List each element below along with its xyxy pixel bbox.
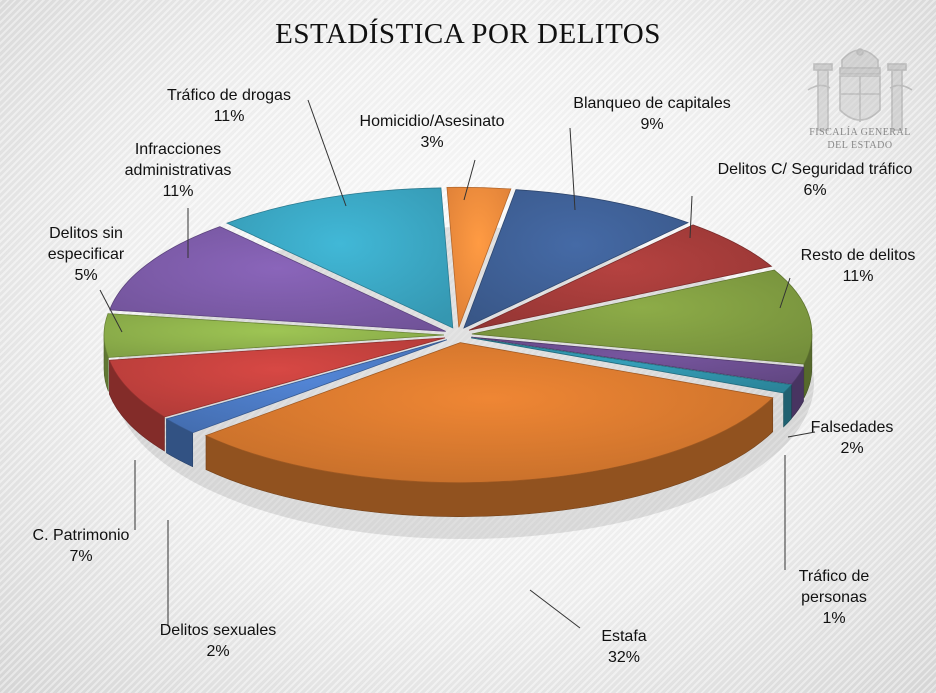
- slice-label-name: C. Patrimonio: [32, 527, 130, 544]
- slice-label-percent: 1%: [822, 609, 846, 627]
- logo-text: FISCALÍA GENERAL DEL ESTADO: [796, 126, 924, 152]
- slice-label-name: Tráfico de drogas: [167, 87, 291, 104]
- logo-line-1: FISCALÍA GENERAL: [809, 127, 911, 138]
- leader-line: [569, 127, 576, 211]
- slice-label-name: Delitos C/ Seguridad tráfico: [717, 161, 913, 178]
- pie-slice: [468, 224, 773, 331]
- pie-slice: [165, 339, 448, 434]
- slice-label: Falsedades 2%: [792, 417, 912, 459]
- leader-line: [99, 289, 123, 333]
- leader-line: [307, 99, 347, 207]
- slice-label-percent: 6%: [803, 182, 827, 199]
- slice-label: Tráfico de drogas 11%: [139, 85, 319, 127]
- slice-label-name: Resto de delitos: [800, 247, 916, 264]
- slice-label: C. Patrimonio 7%: [6, 525, 156, 567]
- pie-slice: [204, 342, 774, 483]
- pie-slice: [471, 336, 805, 385]
- slice-label-name: Falsedades: [810, 419, 894, 436]
- slice-label-percent: 9%: [640, 116, 664, 133]
- slice-label-name: Blanqueo de capitales: [573, 95, 731, 112]
- slice-label-percent: 11%: [162, 182, 194, 200]
- slice-label-percent: 2%: [206, 643, 230, 660]
- slice-label-percent: 11%: [842, 268, 874, 285]
- pie-slice: [471, 269, 813, 365]
- slice-label: Estafa 32%: [574, 626, 674, 668]
- slice-label: Delitos sexuales 2%: [128, 620, 308, 662]
- slice-label-percent: 7%: [69, 548, 93, 565]
- slice-label-name: Delitos sin especificar: [47, 224, 125, 263]
- leader-line: [787, 431, 816, 438]
- slice-label: Infracciones administrativas 11%: [88, 139, 268, 202]
- pie-slice: [463, 189, 689, 329]
- pie-slice: [108, 337, 446, 418]
- slice-label: Delitos C/ Seguridad tráfico 6%: [700, 159, 930, 201]
- slice-label-name: Homicidio/Asesinato: [359, 113, 505, 130]
- coat-of-arms-logo: [807, 48, 913, 131]
- leader-line: [463, 159, 476, 201]
- slice-label-name: Tráfico de personas: [798, 567, 870, 606]
- leader-line: [779, 277, 791, 309]
- slice-label-percent: 32%: [607, 649, 641, 666]
- slice-label: Tráfico de personas 1%: [769, 566, 899, 629]
- chart-title: ESTADÍSTICA POR DELITOS: [275, 18, 661, 50]
- slice-label-name: Infracciones administrativas: [124, 140, 232, 179]
- slice-label: Delitos sin especificar 5%: [16, 223, 156, 286]
- slice-label-name: Estafa: [601, 628, 647, 645]
- pie-slice: [103, 313, 445, 358]
- slice-label-percent: 5%: [74, 266, 98, 284]
- slice-label: Homicidio/Asesinato 3%: [347, 111, 517, 153]
- leader-line: [689, 195, 693, 239]
- pie-slice: [109, 226, 446, 332]
- slice-label-percent: 11%: [213, 108, 245, 125]
- slice-label-percent: 2%: [840, 440, 864, 457]
- slice-label: Blanqueo de capitales 9%: [552, 93, 752, 135]
- pie-slice: [470, 337, 793, 394]
- logo-line-2: DEL ESTADO: [827, 140, 893, 151]
- pie-slice: [446, 186, 512, 328]
- slice-label-percent: 3%: [420, 134, 444, 151]
- pie-slice: [226, 187, 454, 329]
- slice-label-name: Delitos sexuales: [159, 622, 277, 639]
- slice-label: Resto de delitos 11%: [778, 245, 936, 287]
- leader-line: [529, 589, 581, 629]
